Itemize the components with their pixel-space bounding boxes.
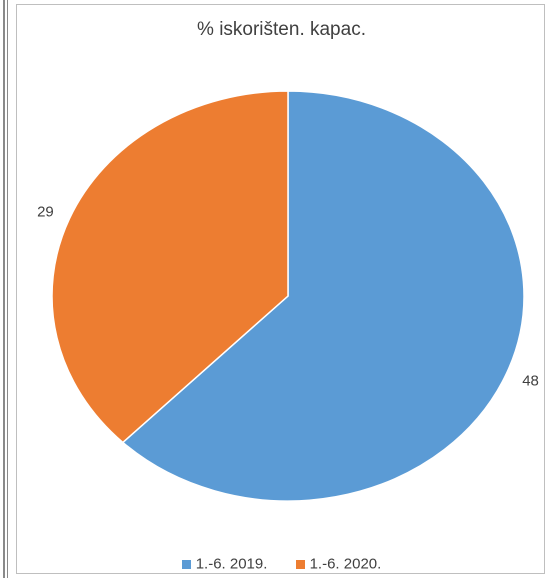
legend-swatch	[295, 559, 305, 569]
left-panel-edge	[0, 0, 10, 578]
chart-title: % iskorišten. kapac.	[197, 19, 366, 40]
legend-item: 1.-6. 2019.	[181, 555, 268, 573]
pie-chart: 48 29	[37, 90, 539, 502]
legend-item: 1.-6. 2020.	[295, 555, 382, 573]
pie-slice-1	[121, 90, 525, 502]
legend: 1.-6. 2019. 1.-6. 2020.	[17, 555, 546, 573]
data-label-2: 29	[37, 204, 54, 221]
legend-label: 1.-6. 2020.	[309, 555, 382, 573]
legend-swatch	[181, 559, 191, 569]
pie-slice-2	[51, 90, 289, 444]
chart-area: % iskorišten. kapac. 48 29 1.-6. 2019. 1.…	[16, 4, 545, 574]
legend-label: 1.-6. 2019.	[195, 555, 268, 573]
data-label-1: 48	[522, 372, 539, 389]
